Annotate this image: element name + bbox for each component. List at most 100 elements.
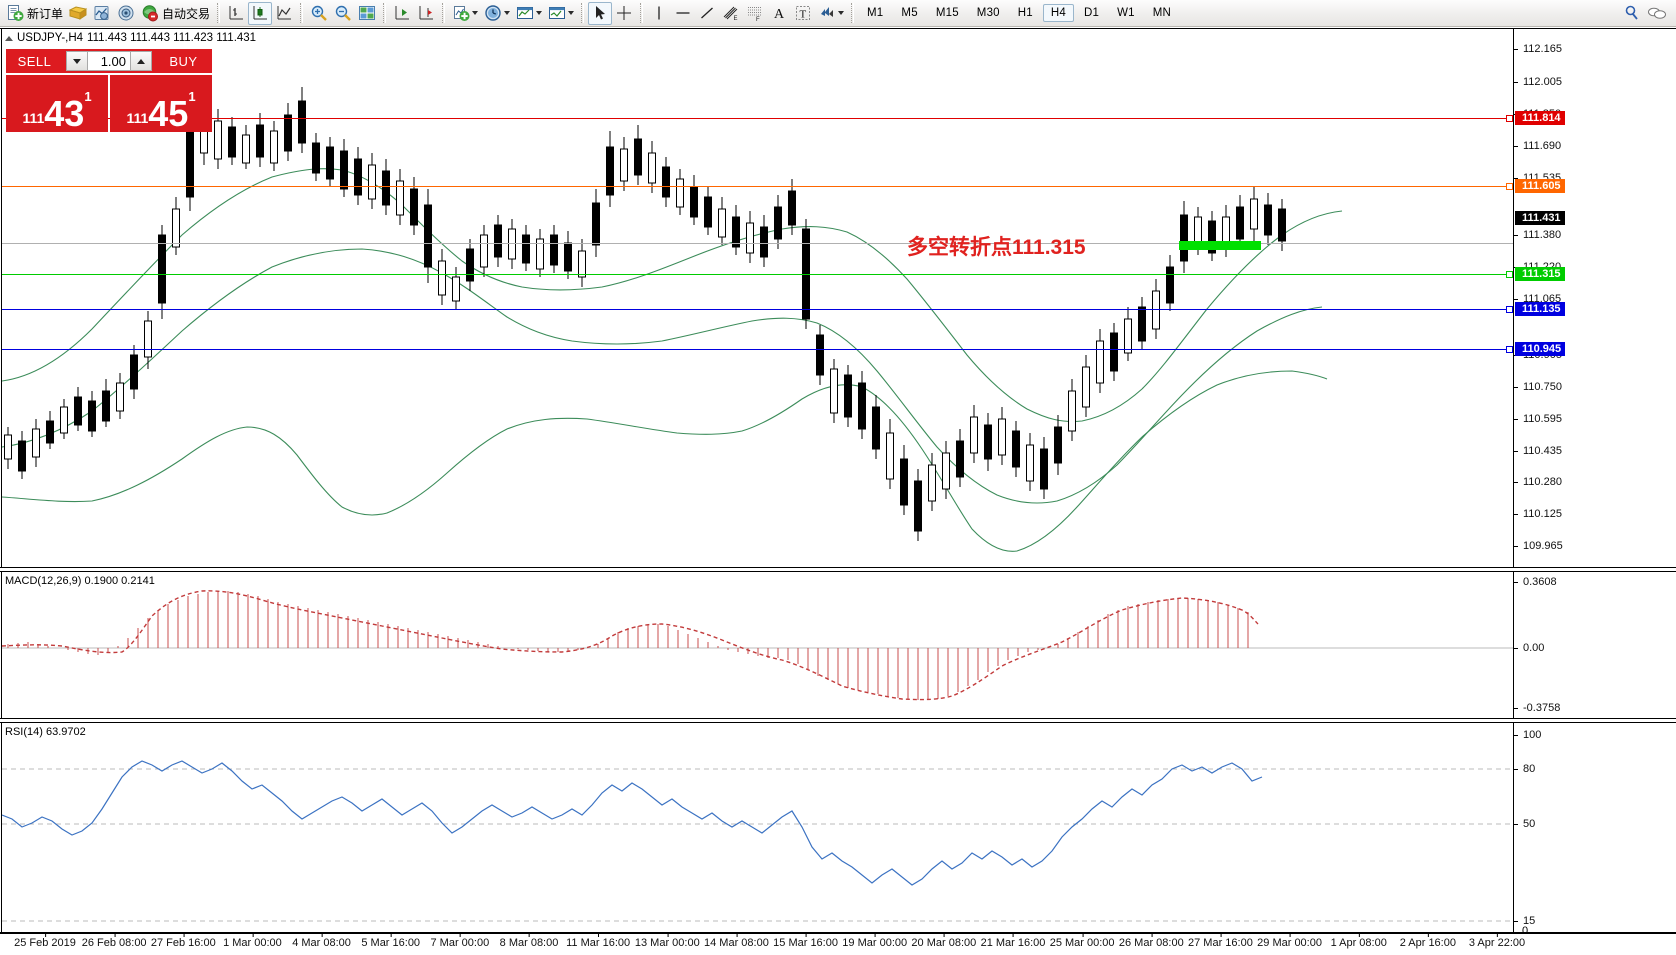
- fibonacci-icon: F: [746, 4, 764, 22]
- buy-price-display[interactable]: 111 45 1: [110, 75, 212, 132]
- trendline-icon: [698, 4, 716, 22]
- templates-button[interactable]: [513, 2, 545, 25]
- templates-dropdown-caret[interactable]: [536, 11, 543, 15]
- level-line-111-605[interactable]: [2, 186, 1513, 187]
- macd-pane[interactable]: 0.3608 0.00 -0.3758 MACD(12,26,9) 0.1900…: [0, 571, 1676, 719]
- timeframe-m30[interactable]: M30: [976, 7, 1000, 19]
- sell-price-display[interactable]: 111 43 1: [6, 75, 108, 132]
- periods-button[interactable]: [481, 2, 513, 25]
- collapse-triangle-icon[interactable]: [5, 35, 13, 41]
- timeframe-mn[interactable]: MN: [1152, 7, 1172, 19]
- toolbar-separator: [640, 3, 644, 23]
- timeframe-m1[interactable]: M1: [867, 7, 884, 19]
- price-plot[interactable]: 多空转折点111.315: [1, 29, 1513, 567]
- price-tick: 110.125: [1514, 508, 1562, 520]
- buy-button[interactable]: BUY: [155, 49, 212, 73]
- volume-decrease-button[interactable]: [66, 51, 88, 71]
- level-handle-111-315[interactable]: [1506, 271, 1513, 278]
- price-badge-111-431[interactable]: 111.431: [1515, 211, 1565, 225]
- fibonacci-tool-button[interactable]: F: [743, 2, 767, 25]
- navigator-button[interactable]: [114, 2, 138, 25]
- auto-trading-button[interactable]: 自动交易: [138, 2, 213, 25]
- rsi-tick: 15: [1514, 915, 1535, 927]
- line-chart-button[interactable]: [272, 2, 296, 25]
- time-tick: 25 Feb 2019: [14, 933, 76, 949]
- timeframe-d1[interactable]: D1: [1084, 7, 1100, 19]
- zoom-in-button[interactable]: [307, 2, 331, 25]
- text-tool-button[interactable]: A: [767, 2, 791, 25]
- new-order-button[interactable]: 新订单: [3, 2, 66, 25]
- level-handle-110-945[interactable]: [1506, 346, 1513, 353]
- price-badge-111-814[interactable]: 111.814: [1515, 111, 1565, 125]
- channel-tool-button[interactable]: E: [719, 2, 743, 25]
- chat-button[interactable]: [1644, 2, 1668, 25]
- time-tick: 1 Apr 08:00: [1330, 933, 1387, 949]
- macd-plot[interactable]: [1, 572, 1513, 718]
- arrows-tool-button[interactable]: [815, 2, 847, 25]
- level-handle-111-135[interactable]: [1506, 306, 1513, 313]
- timeframe-h1[interactable]: H1: [1017, 7, 1033, 19]
- one-click-trade-panel[interactable]: SELL 1.00 BUY 111 43 1: [6, 49, 212, 134]
- bar-chart-button[interactable]: [224, 2, 248, 25]
- arrows-dropdown-caret[interactable]: [838, 11, 845, 15]
- candlestick-chart-button[interactable]: [248, 1, 273, 25]
- auto-scroll-button[interactable]: [390, 2, 414, 25]
- price-pane[interactable]: 多空转折点111.315 112.165 112.005 111.850 111…: [0, 28, 1676, 568]
- crosshair-tool-button[interactable]: [612, 2, 636, 25]
- rsi-tick: 100: [1514, 729, 1541, 741]
- level-line-110-945[interactable]: [2, 349, 1513, 350]
- rsi-axis[interactable]: 100 80 50 15: [1513, 723, 1676, 932]
- level-handle-111-814[interactable]: [1506, 115, 1513, 122]
- sell-button[interactable]: SELL: [6, 49, 63, 73]
- macd-axis[interactable]: 0.3608 0.00 -0.3758: [1513, 572, 1676, 718]
- timeframe-m5[interactable]: M5: [901, 7, 918, 19]
- timeframe-h4[interactable]: H4: [1042, 4, 1074, 22]
- price-badge-111-315[interactable]: 111.315: [1515, 267, 1565, 281]
- indicators-icon: [452, 4, 470, 22]
- timeframe-w1[interactable]: W1: [1117, 7, 1135, 19]
- vertical-line-icon: [650, 4, 668, 22]
- chart-templates-caret[interactable]: [568, 11, 575, 15]
- profiles-button[interactable]: [66, 2, 90, 25]
- rsi-indicator-label: RSI(14) 63.9702: [5, 726, 86, 738]
- text-label-tool-button[interactable]: T: [791, 2, 815, 25]
- price-tick: 110.280: [1514, 476, 1562, 488]
- level-line-111-135[interactable]: [2, 309, 1513, 310]
- level-line-111-431[interactable]: [2, 243, 1513, 244]
- tile-windows-button[interactable]: [355, 2, 379, 25]
- volume-increase-button[interactable]: [130, 51, 152, 71]
- price-badge-111-135[interactable]: 111.135: [1515, 302, 1565, 316]
- price-badge-111-605[interactable]: 111.605: [1515, 179, 1565, 193]
- trendline-tool-button[interactable]: [695, 2, 719, 25]
- templates-icon: [516, 4, 534, 22]
- level-line-111-814[interactable]: [2, 118, 1513, 119]
- time-axis[interactable]: 25 Feb 2019 26 Feb 08:00 27 Feb 16:00 1 Mar…: [0, 933, 1676, 955]
- time-tick: 15 Mar 16:00: [773, 933, 838, 949]
- timeframe-m15[interactable]: M15: [935, 7, 959, 19]
- market-watch-button[interactable]: [90, 2, 114, 25]
- chart-shift-button[interactable]: [414, 2, 438, 25]
- indicators-button[interactable]: [449, 2, 481, 25]
- volume-input[interactable]: 1.00: [88, 51, 130, 71]
- time-tick: 2 Apr 16:00: [1399, 933, 1456, 949]
- vertical-line-tool-button[interactable]: [647, 2, 671, 25]
- text-label-icon: T: [794, 4, 812, 22]
- one-click-trade-prices: 111 43 1 111 45 1: [6, 75, 212, 132]
- price-badge-110-945[interactable]: 110.945: [1515, 342, 1566, 356]
- zoom-out-button[interactable]: [331, 2, 355, 25]
- level-line-111-315[interactable]: [2, 274, 1513, 275]
- periods-dropdown-caret[interactable]: [504, 11, 511, 15]
- indicators-dropdown-caret[interactable]: [472, 11, 479, 15]
- search-button[interactable]: [1620, 2, 1644, 25]
- price-tick: 111.380: [1514, 229, 1561, 241]
- cursor-tool-button[interactable]: [588, 1, 613, 25]
- price-axis[interactable]: 112.165 112.005 111.850 111.690 111.535 …: [1513, 29, 1676, 567]
- horizontal-line-tool-button[interactable]: [671, 2, 695, 25]
- templates2-button[interactable]: [545, 2, 577, 25]
- volume-stepper[interactable]: 1.00: [63, 49, 155, 73]
- rsi-plot[interactable]: [1, 723, 1513, 932]
- level-handle-111-605[interactable]: [1506, 183, 1513, 190]
- ohlc-values: 111.443 111.443 111.423 111.431: [87, 32, 257, 44]
- rsi-pane[interactable]: 100 80 50 15 RSI(14) 63.9702: [0, 722, 1676, 933]
- bollinger-lower-band: [2, 370, 1328, 552]
